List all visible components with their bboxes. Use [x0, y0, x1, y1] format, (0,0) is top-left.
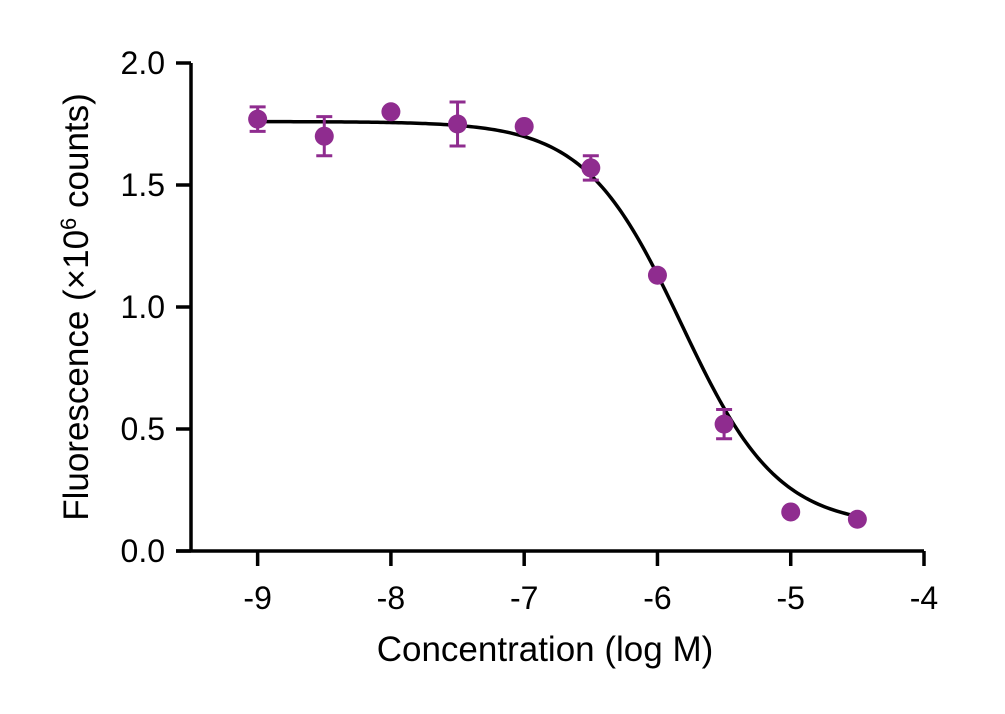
- data-point: [581, 154, 601, 182]
- x-tick-label: -6: [643, 580, 671, 616]
- x-tick-label: -5: [777, 580, 805, 616]
- marker: [847, 509, 867, 529]
- marker: [647, 265, 667, 285]
- y-ticks: 0.0 0.5 1.0 1.5 2.0: [121, 45, 191, 569]
- axes: [176, 63, 924, 553]
- data-point: [781, 502, 801, 522]
- data-point: [314, 115, 334, 158]
- marker: [514, 116, 534, 136]
- y-tick-label: 0.5: [121, 411, 165, 447]
- x-axis-title: Concentration (log M): [377, 630, 714, 669]
- data-point: [514, 116, 534, 136]
- x-tick-label: -4: [910, 580, 938, 616]
- x-ticks: -9 -8 -7 -6 -5 -4: [243, 551, 938, 616]
- fit-curve: [257, 119, 858, 519]
- y-axis-title-suffix: counts): [57, 93, 96, 218]
- y-axis-title-prefix: Fluorescence (×10: [57, 230, 96, 521]
- marker: [314, 126, 334, 146]
- y-tick-label: 2.0: [121, 45, 165, 81]
- marker: [448, 114, 468, 134]
- x-tick-label: -9: [243, 580, 271, 616]
- data-point: [647, 265, 667, 285]
- marker: [248, 109, 268, 129]
- y-tick-label: 0.0: [121, 533, 165, 569]
- data-points: [248, 100, 867, 529]
- y-tick-label: 1.5: [121, 167, 165, 203]
- data-point: [847, 509, 867, 529]
- marker: [381, 102, 401, 122]
- y-tick-label: 1.0: [121, 289, 165, 325]
- x-tick-label: -7: [510, 580, 538, 616]
- x-tick-label: -8: [377, 580, 405, 616]
- data-point: [381, 102, 401, 122]
- data-point: [248, 105, 268, 133]
- y-axis-title-exponent: 6: [56, 218, 81, 230]
- marker: [581, 158, 601, 178]
- marker: [714, 414, 734, 434]
- data-point: [714, 407, 734, 441]
- marker: [781, 502, 801, 522]
- y-axis-title: Fluorescence (×106 counts): [56, 93, 96, 521]
- data-point: [448, 100, 468, 148]
